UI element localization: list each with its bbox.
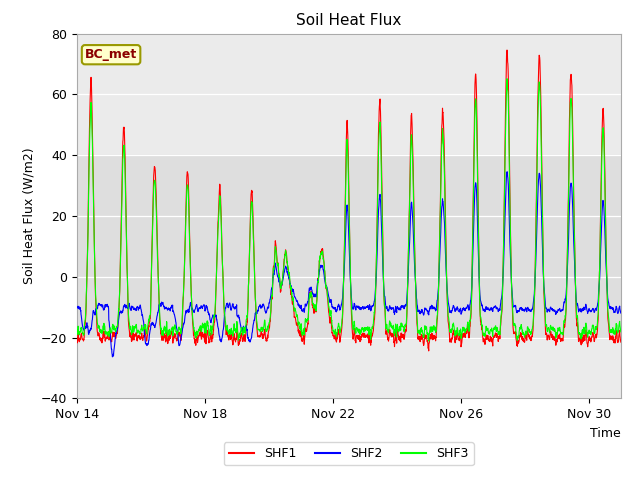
Bar (77, 155, 621, 337)
SHF3 (183, 184, 191, 190)
SHF2 (372, 276, 380, 282)
SHF1 (183, 171, 191, 177)
SHF1 (617, 339, 625, 345)
SHF1 (190, 336, 198, 342)
SHF2 (116, 311, 124, 316)
SHF3 (73, 331, 81, 336)
SHF3 (502, 124, 509, 130)
SHF2 (191, 309, 198, 315)
Title: Soil Heat Flux: Soil Heat Flux (296, 13, 401, 28)
SHF3 (372, 281, 380, 287)
Line: SHF1: SHF1 (77, 50, 621, 351)
Line: SHF2: SHF2 (77, 172, 621, 357)
SHF1 (236, 336, 244, 342)
SHF2 (503, 169, 511, 175)
Line: SHF3: SHF3 (77, 79, 621, 341)
SHF3 (617, 329, 625, 335)
SHF2 (237, 322, 244, 328)
SHF1 (372, 282, 380, 288)
SHF2 (617, 310, 625, 316)
SHF2 (502, 194, 509, 200)
SHF3 (190, 328, 198, 334)
SHF1 (116, 296, 124, 302)
SHF1 (502, 101, 509, 107)
SHF2 (184, 308, 191, 313)
SHF3 (503, 76, 511, 82)
SHF2 (73, 304, 81, 310)
SHF3 (236, 330, 244, 336)
SHF2 (109, 354, 116, 360)
Legend: SHF1, SHF2, SHF3: SHF1, SHF2, SHF3 (224, 442, 474, 465)
Text: BC_met: BC_met (85, 48, 137, 61)
SHF3 (116, 294, 124, 300)
X-axis label: Time: Time (590, 427, 621, 440)
Y-axis label: Soil Heat Flux (W/m2): Soil Heat Flux (W/m2) (22, 148, 35, 284)
SHF1 (425, 348, 433, 354)
SHF1 (73, 338, 81, 344)
SHF3 (425, 338, 433, 344)
SHF1 (503, 47, 511, 53)
